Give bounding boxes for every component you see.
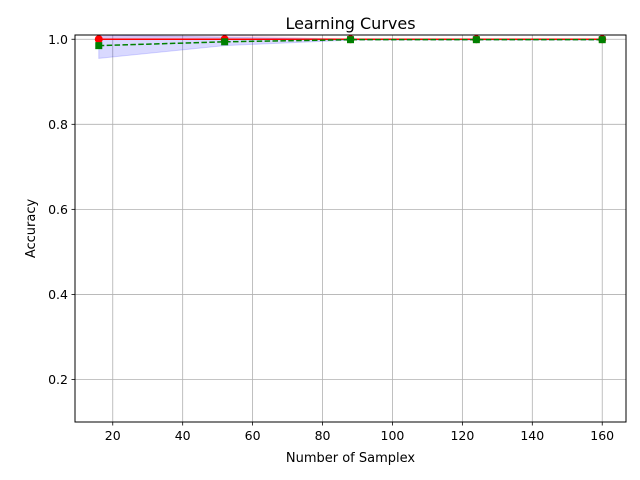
series-2-point — [347, 36, 354, 44]
series-2-point — [95, 42, 103, 50]
axis-ticks: 20 40 60 80 100 120 140 160 0.2 0.4 0.6 0.8 1.0 — [48, 32, 614, 443]
series-1-point — [94, 35, 103, 44]
y-tick-label: 0.6 — [48, 202, 68, 217]
x-tick-label: 100 — [381, 428, 405, 443]
plot-area-frame — [74, 34, 627, 423]
y-tick-label: 1.0 — [48, 32, 68, 47]
y-tick-label: 0.2 — [48, 372, 68, 387]
x-tick-label: 20 — [105, 428, 121, 443]
data-series — [94, 35, 607, 50]
series-2-point — [472, 36, 480, 44]
x-tick-label: 120 — [450, 428, 474, 443]
x-tick-label: 60 — [245, 428, 261, 443]
x-tick-label: 40 — [175, 428, 191, 443]
x-tick-label: 140 — [520, 428, 544, 443]
y-tick-label: 0.4 — [48, 287, 68, 302]
series-line-2 — [98, 38, 603, 47]
y-tick-label: 0.8 — [48, 117, 68, 132]
series-2-point — [221, 38, 229, 46]
x-tick-label: 160 — [590, 428, 614, 443]
x-tick-label: 80 — [315, 428, 331, 443]
chart-title: Learning Curves — [285, 14, 415, 33]
series-2-point — [598, 36, 606, 44]
x-axis-label: Number of Samplex — [286, 451, 416, 466]
y-axis-label: Accuracy — [24, 199, 39, 259]
